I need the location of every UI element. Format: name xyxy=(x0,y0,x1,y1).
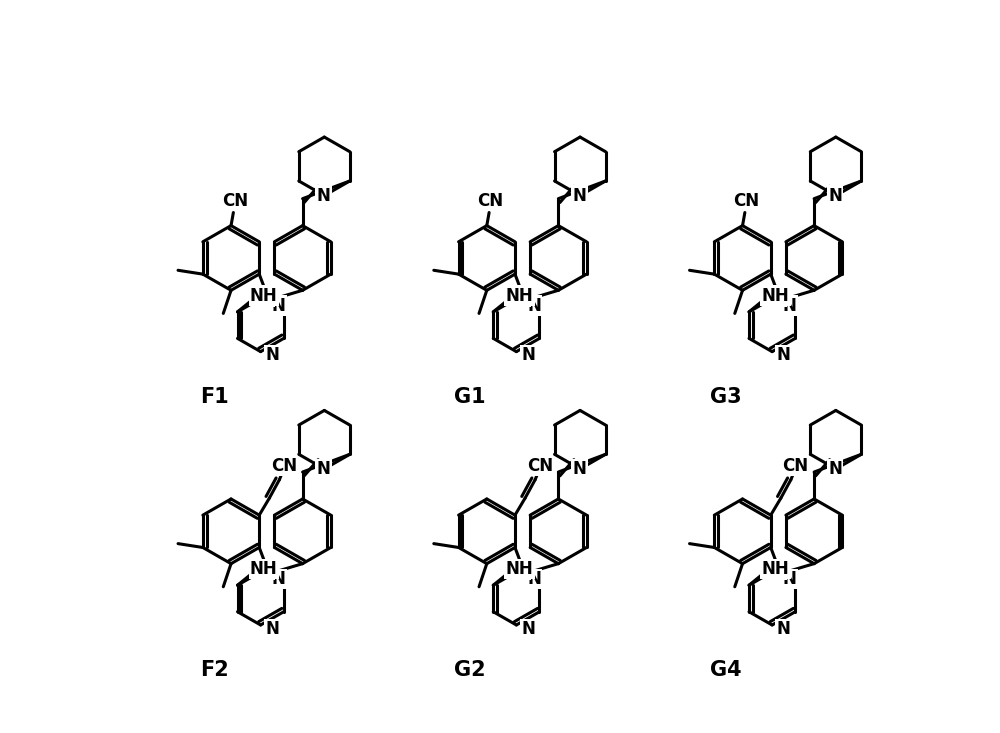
Text: O: O xyxy=(260,561,274,579)
Text: NH: NH xyxy=(250,560,278,578)
Text: CN: CN xyxy=(782,457,809,475)
Text: NH: NH xyxy=(761,287,789,305)
Text: G1: G1 xyxy=(454,387,486,407)
Text: N: N xyxy=(572,187,586,205)
Text: N: N xyxy=(271,570,285,588)
Text: NH: NH xyxy=(761,560,789,578)
Text: N: N xyxy=(777,347,791,364)
Text: CN: CN xyxy=(733,192,759,210)
Text: G4: G4 xyxy=(710,660,741,680)
Text: N: N xyxy=(265,620,279,638)
Text: N: N xyxy=(271,297,285,314)
Text: O: O xyxy=(515,287,530,306)
Text: CN: CN xyxy=(222,192,248,210)
Text: N: N xyxy=(521,347,535,364)
Text: N: N xyxy=(783,570,797,588)
Text: NH: NH xyxy=(506,287,533,305)
Text: N: N xyxy=(527,297,541,314)
Text: N: N xyxy=(572,460,586,478)
Text: N: N xyxy=(317,460,330,478)
Text: CN: CN xyxy=(271,457,297,475)
Text: O: O xyxy=(515,561,530,579)
Text: N: N xyxy=(828,187,842,205)
Text: N: N xyxy=(777,620,791,638)
Text: CN: CN xyxy=(527,457,553,475)
Text: G2: G2 xyxy=(454,660,486,680)
Text: O: O xyxy=(771,561,785,579)
Text: NH: NH xyxy=(506,560,533,578)
Text: N: N xyxy=(527,570,541,588)
Text: O: O xyxy=(771,287,785,306)
Text: F2: F2 xyxy=(200,660,228,680)
Text: N: N xyxy=(783,297,797,314)
Text: N: N xyxy=(317,187,330,205)
Text: O: O xyxy=(260,287,274,306)
Text: CN: CN xyxy=(478,192,504,210)
Text: N: N xyxy=(828,460,842,478)
Text: NH: NH xyxy=(250,287,278,305)
Text: G3: G3 xyxy=(710,387,741,407)
Text: N: N xyxy=(521,620,535,638)
Text: F1: F1 xyxy=(200,387,228,407)
Text: N: N xyxy=(265,347,279,364)
